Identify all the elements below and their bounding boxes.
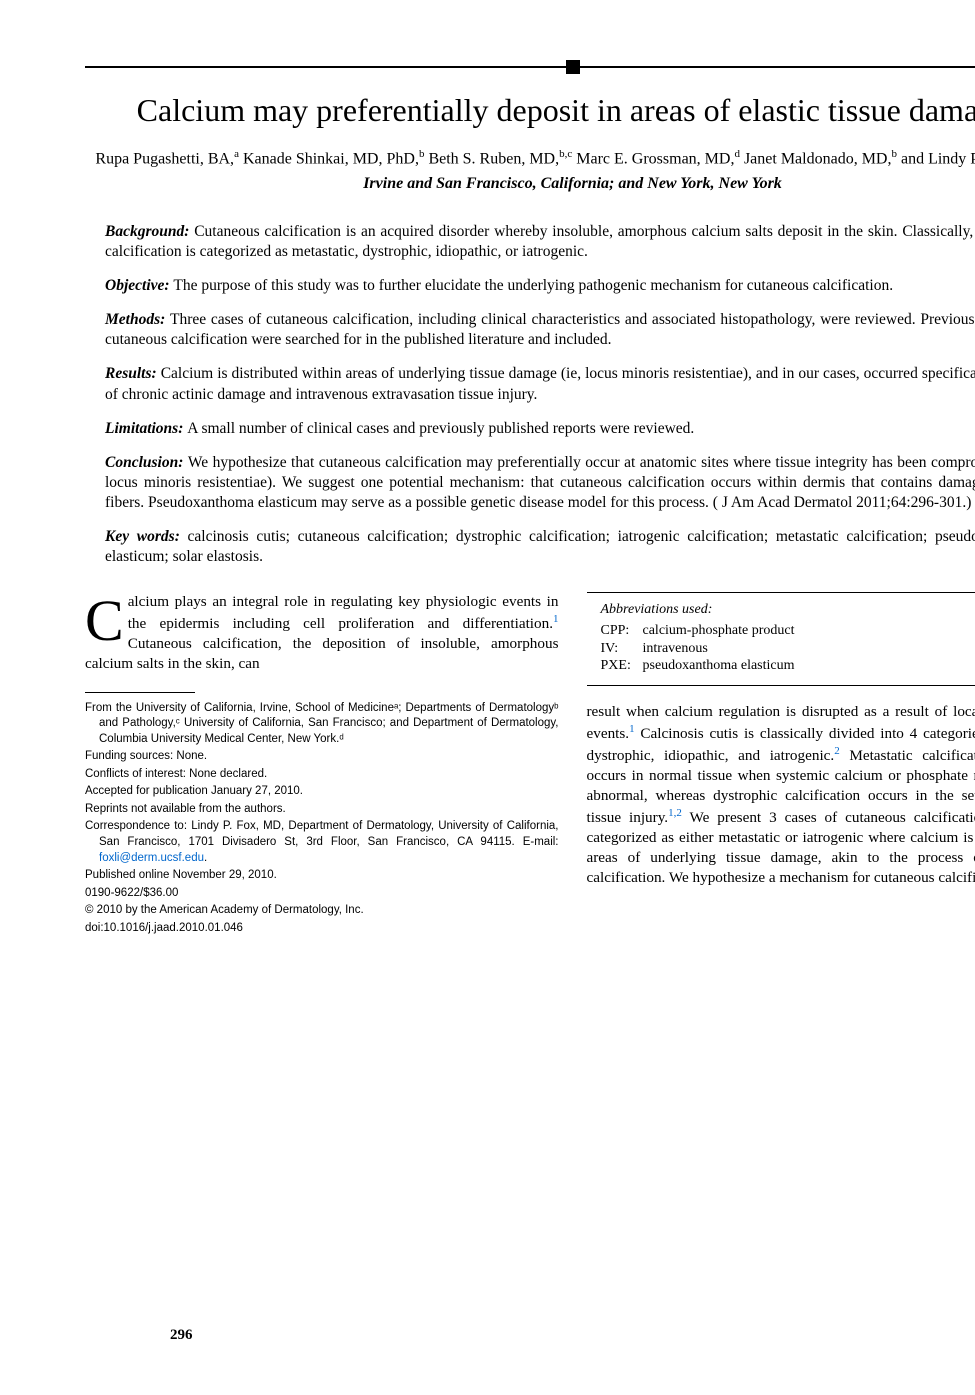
footnote-separator [85,692,195,693]
footnote-funding: Funding sources: None. [85,749,559,765]
abstract-paragraph: Conclusion: We hypothesize that cutaneou… [105,453,975,513]
intro-text-1: alcium plays an integral role in regulat… [128,593,559,632]
intro-text-2: Cutaneous calcification, the deposition … [85,635,559,672]
footnote-conflicts: Conflicts of interest: None declared. [85,767,559,783]
abstract-label: Objective: [105,277,173,294]
abstract-paragraph: Key words: calcinosis cutis; cutaneous c… [105,527,975,567]
abstract-text: Cutaneous calcification is an acquired d… [105,223,975,260]
abbreviation-key: CPP: [601,622,643,640]
abstract-paragraph: Limitations: A small number of clinical … [105,419,975,439]
abbreviation-key: PXE: [601,657,643,675]
abstract-text: Three cases of cutaneous calcification, … [105,311,975,348]
affiliation-cities: Irvine and San Francisco, California; an… [85,174,975,194]
abbreviation-row: IV:intravenous [601,640,975,658]
abstract-block: Background: Cutaneous calcification is a… [85,222,975,568]
footnote-from: From the University of California, Irvin… [85,701,559,748]
abstract-text: Calcium is distributed within areas of u… [105,365,975,402]
abstract-paragraph: Objective: The purpose of this study was… [105,276,975,296]
right-body-paragraph: result when calcium regulation is disrup… [587,702,975,889]
abstract-paragraph: Background: Cutaneous calcification is a… [105,222,975,262]
abstract-paragraph: Methods: Three cases of cutaneous calcif… [105,310,975,350]
ornament-line-left [85,66,566,68]
footnote-copyright: © 2010 by the American Academy of Dermat… [85,903,559,919]
abbreviations-title: Abbreviations used: [601,601,975,619]
dropcap-letter: C [85,592,128,645]
intro-paragraph: Calcium plays an integral role in regula… [85,592,559,674]
correspondence-suffix: . [204,852,207,864]
abbreviations-box: Abbreviations used: CPP:calcium-phosphat… [587,592,975,686]
abbreviations-rows: CPP:calcium-phosphate productIV:intraven… [601,622,975,675]
ornament-line-right [580,66,975,68]
correspondence-email-link[interactable]: foxli@derm.ucsf.edu [99,852,204,864]
footnote-published: Published online November 29, 2010. [85,868,559,884]
footnote-accepted: Accepted for publication January 27, 201… [85,784,559,800]
footnotes-block: From the University of California, Irvin… [85,701,559,936]
abstract-label: Limitations: [105,420,187,437]
abstract-label: Background: [105,223,194,240]
footnote-doi: doi:10.1016/j.jaad.2010.01.046 [85,921,559,937]
abstract-text: The purpose of this study was to further… [173,277,893,294]
abstract-label: Conclusion: [105,454,188,471]
authors-line: Rupa Pugashetti, BA,a Kanade Shinkai, MD… [85,147,975,170]
footnote-correspondence: Correspondence to: Lindy P. Fox, MD, Dep… [85,819,559,866]
abbreviation-value: calcium-phosphate product [643,622,795,640]
abstract-label: Methods: [105,311,170,328]
two-column-body: Calcium plays an integral role in regula… [85,592,975,939]
article-title: Calcium may preferentially deposit in ar… [85,92,975,129]
footnote-reprints: Reprints not available from the authors. [85,802,559,818]
abstract-text: calcinosis cutis; cutaneous calcificatio… [105,528,975,565]
abbreviation-value: intravenous [643,640,708,658]
ref-link-r3[interactable]: 1,2 [668,807,682,819]
header-ornament [85,60,975,74]
abbreviation-value: pseudoxanthoma elasticum [643,657,795,675]
page-number: 296 [170,1326,193,1345]
ornament-square [566,60,580,74]
left-column: Calcium plays an integral role in regula… [85,592,559,939]
abstract-text: We hypothesize that cutaneous calcificat… [105,454,975,511]
abbreviation-row: CPP:calcium-phosphate product [601,622,975,640]
abstract-paragraph: Results: Calcium is distributed within a… [105,364,975,404]
correspondence-text: Correspondence to: Lindy P. Fox, MD, Dep… [85,820,559,848]
abbreviation-row: PXE:pseudoxanthoma elasticum [601,657,975,675]
abstract-label: Results: [105,365,161,382]
ref-link-1[interactable]: 1 [553,613,559,625]
footnote-issn: 0190-9622/$36.00 [85,886,559,902]
right-column: Abbreviations used: CPP:calcium-phosphat… [587,592,975,939]
abstract-label: Key words: [105,528,188,545]
abbreviation-key: IV: [601,640,643,658]
abstract-text: A small number of clinical cases and pre… [187,420,694,437]
